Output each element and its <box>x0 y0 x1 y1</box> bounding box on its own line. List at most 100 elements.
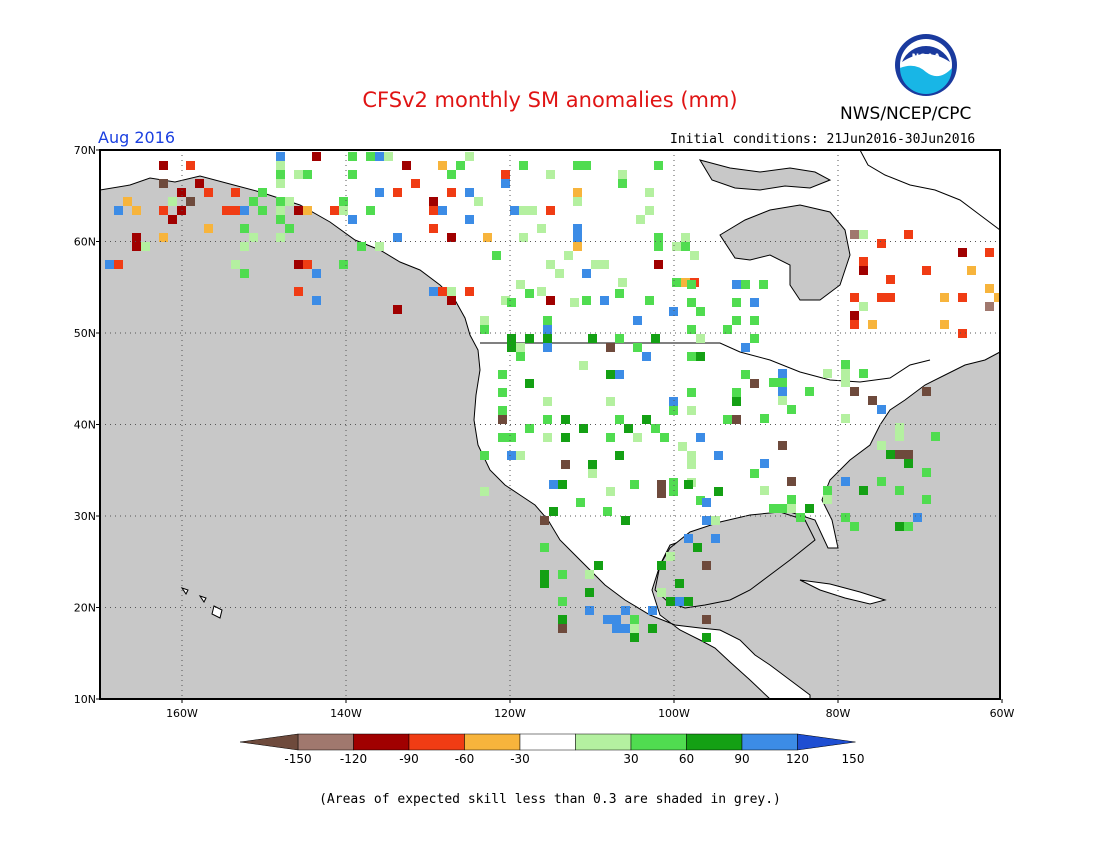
anomaly-cell <box>312 269 321 278</box>
legend-swatch <box>464 733 521 751</box>
anomaly-cell <box>168 215 177 224</box>
anomaly-cell <box>231 260 240 269</box>
anomaly-cell <box>294 287 303 296</box>
agency-label: NWS/NCEP/CPC <box>840 104 972 124</box>
anomaly-cell <box>303 170 312 179</box>
anomaly-cell <box>366 206 375 215</box>
anomaly-cell <box>958 329 967 338</box>
anomaly-cell <box>330 206 339 215</box>
color-legend <box>239 733 856 751</box>
anomaly-cell <box>516 280 525 289</box>
anomaly-cell <box>492 251 501 260</box>
anomaly-cell <box>621 624 630 633</box>
anomaly-cell <box>886 293 895 302</box>
anomaly-cell <box>375 188 384 197</box>
anomaly-cell <box>141 242 150 251</box>
anomaly-cell <box>696 433 705 442</box>
anomaly-cell <box>447 296 456 305</box>
anomaly-cell <box>573 161 582 170</box>
anomaly-cell <box>681 233 690 242</box>
anomaly-cell <box>859 266 868 275</box>
anomaly-cell <box>702 498 711 507</box>
anomaly-cell <box>222 206 231 215</box>
anomaly-cell <box>576 498 585 507</box>
anomaly-cell <box>850 293 859 302</box>
anomaly-cell <box>525 289 534 298</box>
anomaly-cell <box>561 415 570 424</box>
anomaly-cell <box>823 495 832 504</box>
anomaly-cell <box>603 615 612 624</box>
anomaly-cell <box>985 302 994 311</box>
anomaly-cell <box>276 215 285 224</box>
anomaly-cell <box>447 233 456 242</box>
legend-tick-label: 30 <box>623 752 638 766</box>
anomaly-cell <box>186 161 195 170</box>
anomaly-cell <box>711 516 720 525</box>
anomaly-cell <box>555 269 564 278</box>
anomaly-cell <box>480 487 489 496</box>
anomaly-cell <box>760 414 769 423</box>
hawaii-islands <box>180 587 223 619</box>
us-canada-border <box>480 342 931 383</box>
anomaly-cell <box>687 451 696 460</box>
anomaly-cell <box>516 451 525 460</box>
anomaly-cell <box>276 206 285 215</box>
anomaly-cell <box>687 325 696 334</box>
anomaly-cell <box>841 378 850 387</box>
anomaly-cell <box>348 152 357 161</box>
anomaly-cell <box>778 387 787 396</box>
anomaly-cell <box>895 486 904 495</box>
anomaly-cell <box>123 197 132 206</box>
anomaly-cell <box>540 570 549 579</box>
anomaly-cell <box>985 248 994 257</box>
anomaly-cell <box>393 188 402 197</box>
anomaly-cell <box>678 442 687 451</box>
anomaly-cell <box>750 469 759 478</box>
anomaly-cell <box>750 379 759 388</box>
gulf-of-mexico <box>654 511 816 609</box>
anomaly-cell <box>958 248 967 257</box>
anomaly-cell <box>769 378 778 387</box>
anomaly-cell <box>393 305 402 314</box>
anomaly-cell <box>231 188 240 197</box>
anomaly-cell <box>696 307 705 316</box>
anomaly-cell <box>447 170 456 179</box>
anomaly-cell <box>240 242 249 251</box>
anomaly-cell <box>696 496 705 505</box>
anomaly-cell <box>841 477 850 486</box>
anomaly-cell <box>606 433 615 442</box>
anomaly-cell <box>105 260 114 269</box>
anomaly-cell <box>528 206 537 215</box>
anomaly-cell <box>886 450 895 459</box>
anomaly-cell <box>669 307 678 316</box>
anomaly-cell <box>750 298 759 307</box>
anomaly-cell <box>702 561 711 570</box>
anomaly-cell <box>558 570 567 579</box>
anomaly-cell <box>630 615 639 624</box>
anomaly-cell <box>249 233 258 242</box>
anomaly-cell <box>177 188 186 197</box>
anomaly-cell <box>276 233 285 242</box>
anomaly-cell <box>618 179 627 188</box>
anomaly-cell <box>741 280 750 289</box>
anomaly-cell <box>841 360 850 369</box>
anomaly-cell <box>159 161 168 170</box>
anomaly-cell <box>787 504 796 513</box>
anomaly-cell <box>859 369 868 378</box>
anomaly-cell <box>375 242 384 251</box>
anomaly-cell <box>573 197 582 206</box>
anomaly-cell <box>805 387 814 396</box>
anomaly-cell <box>684 534 693 543</box>
anomaly-cell <box>546 296 555 305</box>
anomaly-cell <box>600 260 609 269</box>
anomaly-cell <box>465 188 474 197</box>
anomaly-cell <box>877 441 886 450</box>
legend-swatch <box>575 733 632 751</box>
anomaly-cell <box>375 152 384 161</box>
legend-swatch <box>741 733 798 751</box>
anomaly-cell <box>877 477 886 486</box>
anomaly-cell <box>498 433 507 442</box>
anomaly-cell <box>402 161 411 170</box>
anomaly-cell <box>642 415 651 424</box>
anomaly-cell <box>480 316 489 325</box>
